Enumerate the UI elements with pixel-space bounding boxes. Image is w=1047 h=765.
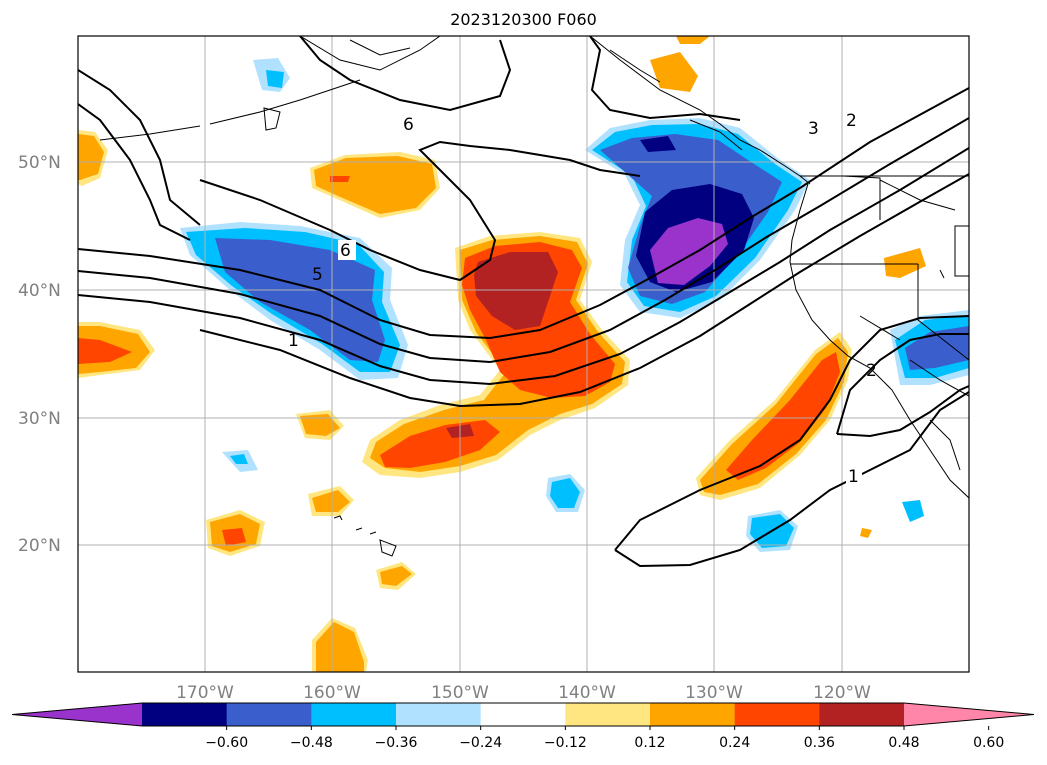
contour-label: 2	[846, 111, 857, 131]
negative-anomaly-west	[180, 222, 408, 380]
colorbar-segment	[734, 703, 820, 726]
colorbar-tick-label: −0.12	[544, 735, 587, 751]
lat-label: 20°N	[18, 536, 61, 556]
lat-label: 50°N	[18, 153, 61, 173]
map-frame	[77, 35, 970, 673]
colorbar-tick-label: 0.24	[719, 735, 750, 751]
colorbar-segment	[650, 703, 736, 726]
lat-label: 30°N	[18, 409, 61, 429]
colorbar-segment	[565, 703, 651, 726]
contour-label: 1	[288, 331, 299, 351]
colorbar-tick-label: −0.48	[290, 735, 333, 751]
positive-anomaly-central	[362, 232, 630, 478]
negative-anomaly-east	[585, 118, 810, 318]
colorbar-segment	[819, 703, 905, 726]
colorbar-tick-label: −0.60	[205, 735, 248, 751]
colorbar-segment	[226, 703, 312, 726]
lon-label: 140°W	[558, 683, 616, 703]
lon-label: 130°W	[685, 683, 743, 703]
colorbar-tick-label: 0.60	[973, 735, 1004, 751]
coastlines	[99, 36, 969, 557]
positive-anomaly-east	[696, 248, 926, 538]
contour-label: 5	[312, 265, 323, 285]
map-area: 6 6 5 1 3 2 2 1	[78, 36, 969, 672]
colorbar-tick-label: 0.12	[634, 735, 665, 751]
colorbar-tick-label: −0.24	[459, 735, 502, 751]
latitude-labels: 50°N 40°N 30°N 20°N	[18, 153, 61, 556]
map-gridlines	[78, 36, 969, 672]
colorbar-tick-label: −0.36	[375, 735, 418, 751]
positive-anomaly-north	[310, 36, 710, 218]
colorbar-segment	[396, 703, 482, 726]
contour-label: 6	[340, 241, 351, 261]
contour-label: 2	[866, 361, 877, 381]
colorbar-segment	[311, 703, 397, 726]
contour-label-group: 6 6 5 1 3 2 2 1	[288, 111, 877, 487]
lon-label: 160°W	[303, 683, 361, 703]
contour-label: 3	[808, 119, 819, 139]
lon-label: 120°W	[813, 683, 871, 703]
lat-label: 40°N	[18, 281, 61, 301]
contour-label: 6	[403, 115, 414, 135]
lon-label: 150°W	[431, 683, 489, 703]
lon-label: 170°W	[176, 683, 234, 703]
colorbar-tick-label: 0.36	[804, 735, 835, 751]
colorbar-tick-label: 0.48	[888, 735, 919, 751]
longitude-labels: 170°W 160°W 150°W 140°W 130°W 120°W	[176, 683, 871, 703]
colorbar-outline	[11, 702, 1035, 727]
map-title: 2023120300 F060	[450, 10, 597, 29]
contour-lines	[78, 36, 969, 568]
colorbar-segment	[142, 703, 228, 726]
colorbar: −0.60 −0.48 −0.36 −0.24 −0.12 0.12 0.24 0.36 0.4…	[11, 702, 1035, 751]
colorbar-segment	[480, 703, 566, 726]
colorbar-extend-max	[904, 703, 1034, 726]
contour-label: 1	[848, 467, 859, 487]
colorbar-extend-min	[12, 703, 142, 726]
